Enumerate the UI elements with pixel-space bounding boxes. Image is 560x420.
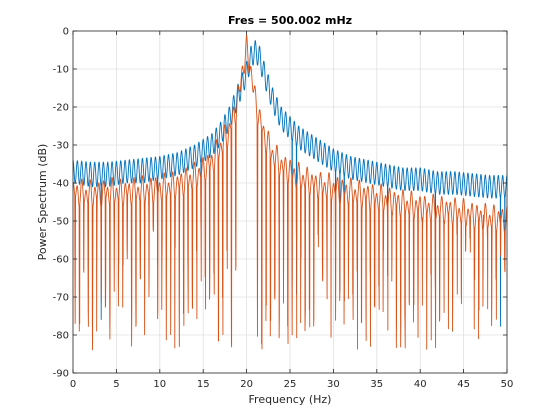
y-axis-label: Power Spectrum (dB) [36, 144, 49, 261]
y-tick-label: -30 [53, 141, 69, 152]
chart-title: Fres = 500.002 mHz [228, 14, 352, 27]
series-1 [72, 34, 508, 351]
plot-area: 0 5 10 15 20 25 30 35 40 45 50 0 -10 -20 -30 -40 -50 -60 -… [53, 27, 514, 391]
x-tick-label: 20 [240, 379, 253, 390]
y-tick-label: -70 [53, 293, 69, 304]
x-tick-label: 35 [370, 379, 383, 390]
series-line [72, 40, 508, 327]
y-tick-label: 0 [63, 27, 69, 38]
y-tick-label: -60 [53, 255, 69, 266]
y-tick-label: -10 [53, 65, 69, 76]
series-layer [72, 34, 508, 351]
x-tick-label: 0 [70, 379, 76, 390]
series-line [72, 34, 508, 351]
y-tick-label: -20 [53, 103, 69, 114]
x-tick-label: 40 [414, 379, 427, 390]
y-tick-label: -80 [53, 331, 69, 342]
x-tick-label: 15 [197, 379, 210, 390]
y-tick-label: -90 [53, 369, 69, 380]
y-tick-label: -50 [53, 217, 69, 228]
x-axis-label: Frequency (Hz) [249, 393, 332, 406]
x-tick-label: 10 [153, 379, 166, 390]
x-tick-label: 45 [457, 379, 470, 390]
x-tick-label: 50 [501, 379, 514, 390]
x-tick-label: 25 [284, 379, 297, 390]
series-0 [72, 40, 508, 327]
ticks: 0 5 10 15 20 25 30 35 40 45 50 0 -10 -20 -30 -40 -50 -60 -… [53, 27, 514, 391]
x-tick-label: 5 [113, 379, 119, 390]
y-tick-label: -40 [53, 179, 69, 190]
x-tick-label: 30 [327, 379, 340, 390]
